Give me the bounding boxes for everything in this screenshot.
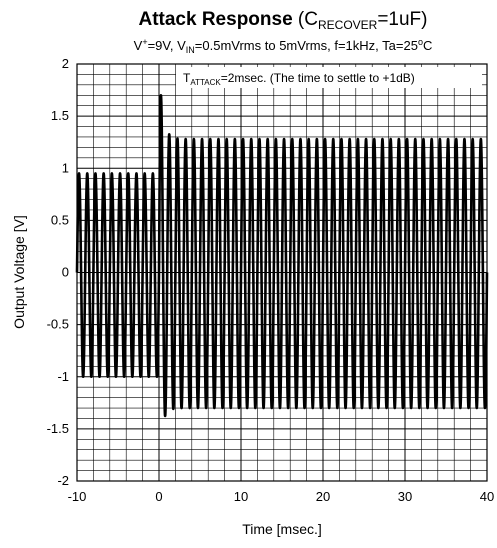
y-tick-label: -1: [57, 369, 69, 384]
y-tick-label: 0.5: [51, 212, 69, 227]
subtitle-p2: =9V, V: [148, 38, 187, 53]
title-pre: (C: [293, 9, 318, 30]
subtitle-p3: =0.5mVrms to 5mVrms, f=1kHz, Ta=25: [195, 38, 418, 53]
annotation-rest: =2msec. (The time to settle to +1dB): [221, 71, 415, 85]
annotation-sub: ATTACK: [190, 78, 221, 87]
title-post: =1uF): [377, 9, 427, 30]
x-tick-label: -10: [68, 489, 87, 504]
y-tick-label: 1.5: [51, 108, 69, 123]
subtitle-sub1: IN: [186, 45, 195, 55]
y-tick-label: 2: [62, 56, 69, 71]
y-tick-label: 0: [62, 265, 69, 280]
x-tick-label: 0: [155, 489, 162, 504]
chart-subtitle: V+=9V, VIN=0.5mVrms to 5mVrms, f=1kHz, T…: [134, 37, 433, 55]
y-tick-label: -1.5: [47, 421, 69, 436]
subtitle-sup2: o: [418, 37, 423, 47]
x-tick-labels: -10 0 10 20 30 40: [68, 489, 495, 504]
x-tick-label: 40: [480, 489, 494, 504]
subtitle-p4: C: [423, 38, 432, 53]
title-bold: Attack Response: [138, 9, 292, 30]
waveform-line: [75, 94, 489, 418]
subtitle-p1: V: [134, 38, 143, 53]
annotation-text: TATTACK=2msec. (The time to settle to +1…: [183, 71, 415, 87]
plot-border: [76, 63, 488, 482]
subtitle-sup1: +: [142, 37, 147, 47]
x-tick-label: 30: [398, 489, 412, 504]
title-sub: RECOVER: [318, 18, 378, 32]
y-tick-label: -2: [57, 473, 69, 488]
chart-title: Attack Response (CRECOVER=1uF): [138, 9, 427, 32]
y-tick-label: -0.5: [47, 317, 69, 332]
x-axis-label: Time [msec.]: [242, 521, 322, 537]
y-tick-label: 1: [62, 160, 69, 175]
annotation-box: [176, 67, 482, 88]
y-axis-label: Output Voltage [V]: [11, 215, 27, 329]
x-tick-label: 20: [316, 489, 330, 504]
y-tick-labels: 2 1.5 1 0.5 0 -0.5 -1 -1.5 -2: [47, 56, 69, 488]
x-tick-label: 10: [234, 489, 248, 504]
annotation-t: T: [183, 71, 191, 85]
output-waveform: [75, 94, 489, 418]
